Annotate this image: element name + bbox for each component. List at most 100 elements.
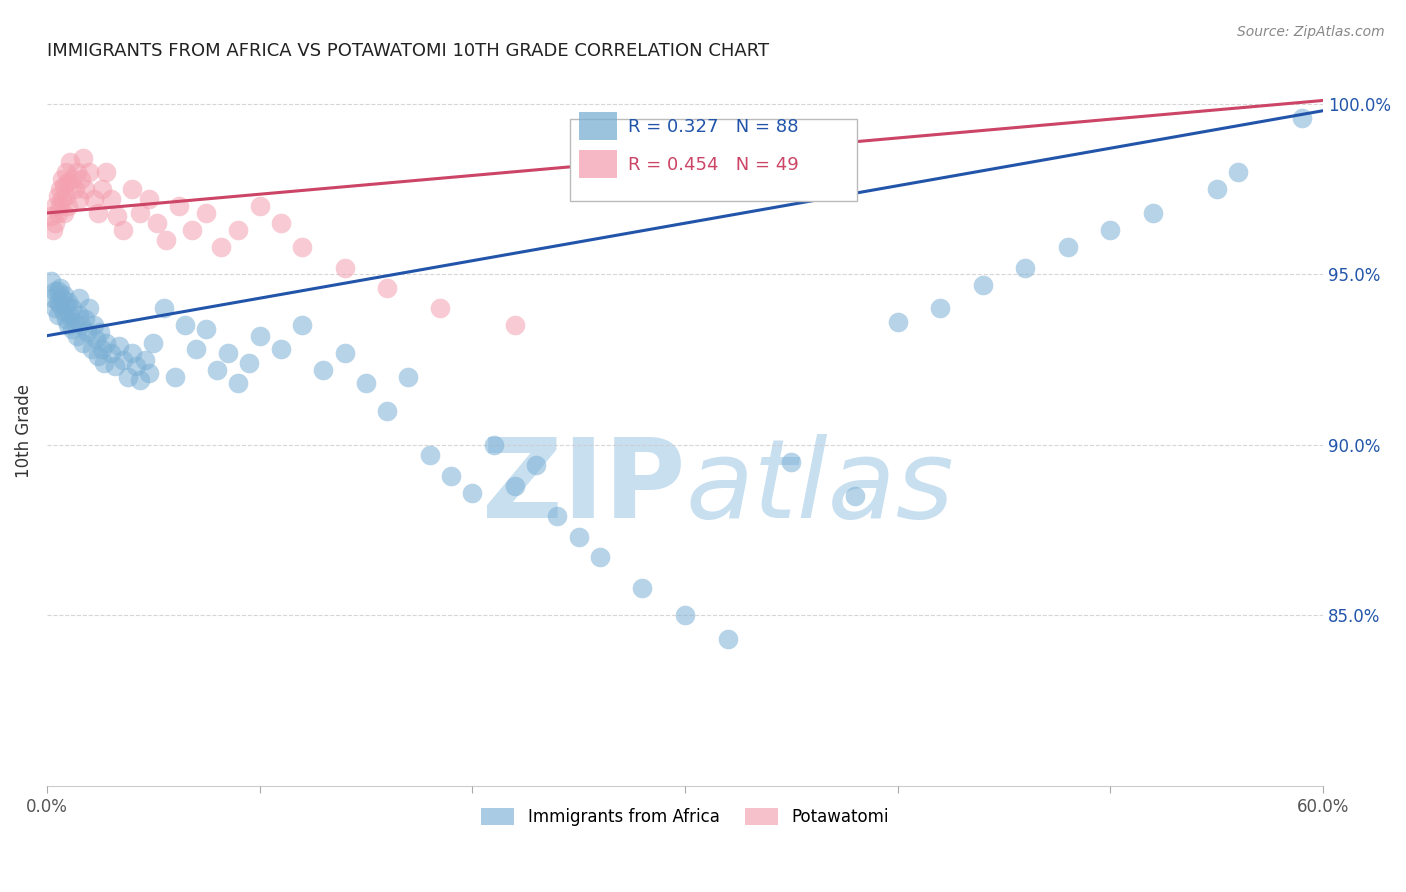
Point bbox=[56, 175, 79, 189]
Point bbox=[929, 301, 952, 316]
Point bbox=[52, 305, 75, 319]
Point bbox=[48, 199, 70, 213]
Point bbox=[55, 189, 77, 203]
Point bbox=[83, 318, 105, 333]
Point bbox=[56, 318, 79, 333]
Legend: Immigrants from Africa, Potawatomi: Immigrants from Africa, Potawatomi bbox=[472, 799, 897, 834]
Point bbox=[67, 308, 90, 322]
Point bbox=[75, 311, 97, 326]
Point bbox=[80, 343, 103, 357]
Point bbox=[66, 165, 89, 179]
Point bbox=[1291, 111, 1313, 125]
Point bbox=[129, 206, 152, 220]
Point bbox=[419, 448, 441, 462]
Point bbox=[96, 165, 118, 179]
Point bbox=[46, 206, 69, 220]
Point bbox=[76, 326, 98, 340]
Point bbox=[1227, 165, 1250, 179]
Point bbox=[87, 206, 110, 220]
Point bbox=[56, 294, 79, 309]
Point bbox=[228, 376, 250, 391]
Point bbox=[51, 291, 73, 305]
Point bbox=[39, 210, 62, 224]
Point bbox=[631, 581, 654, 595]
Point bbox=[163, 369, 186, 384]
Point bbox=[66, 328, 89, 343]
Point bbox=[333, 260, 356, 275]
Point bbox=[83, 192, 105, 206]
Point bbox=[79, 165, 101, 179]
Point bbox=[51, 192, 73, 206]
Point bbox=[121, 345, 143, 359]
Point bbox=[79, 301, 101, 316]
Point bbox=[886, 315, 908, 329]
Point bbox=[249, 199, 271, 213]
Point bbox=[72, 335, 94, 350]
Point bbox=[39, 274, 62, 288]
Point bbox=[546, 509, 568, 524]
Point bbox=[42, 291, 65, 305]
Point bbox=[844, 489, 866, 503]
Point bbox=[155, 233, 177, 247]
Point bbox=[333, 345, 356, 359]
Point bbox=[121, 182, 143, 196]
Point bbox=[62, 322, 84, 336]
Point bbox=[70, 318, 93, 333]
Point bbox=[1205, 182, 1227, 196]
Point bbox=[291, 318, 314, 333]
Point bbox=[184, 343, 207, 357]
Point bbox=[375, 403, 398, 417]
Point bbox=[55, 165, 77, 179]
Point bbox=[174, 318, 197, 333]
Point bbox=[112, 223, 135, 237]
Point bbox=[195, 206, 218, 220]
Point bbox=[44, 285, 66, 299]
Point bbox=[72, 152, 94, 166]
Point bbox=[46, 308, 69, 322]
Point bbox=[716, 632, 738, 647]
Point bbox=[249, 328, 271, 343]
Point bbox=[673, 608, 696, 623]
Point bbox=[1142, 206, 1164, 220]
Point bbox=[482, 438, 505, 452]
Point bbox=[52, 288, 75, 302]
Point bbox=[63, 182, 86, 196]
Point bbox=[93, 356, 115, 370]
Point bbox=[138, 192, 160, 206]
Point bbox=[398, 369, 420, 384]
Point bbox=[59, 308, 82, 322]
Point bbox=[55, 311, 77, 326]
Point bbox=[108, 339, 131, 353]
Point bbox=[1057, 240, 1080, 254]
Text: Source: ZipAtlas.com: Source: ZipAtlas.com bbox=[1237, 25, 1385, 39]
Point bbox=[48, 281, 70, 295]
Point bbox=[48, 182, 70, 196]
Text: R = 0.327   N = 88: R = 0.327 N = 88 bbox=[627, 118, 799, 136]
Point bbox=[91, 343, 114, 357]
Point bbox=[75, 182, 97, 196]
Point bbox=[96, 335, 118, 350]
Point bbox=[167, 199, 190, 213]
Text: IMMIGRANTS FROM AFRICA VS POTAWATOMI 10TH GRADE CORRELATION CHART: IMMIGRANTS FROM AFRICA VS POTAWATOMI 10T… bbox=[46, 42, 769, 60]
Point bbox=[42, 223, 65, 237]
Point bbox=[51, 172, 73, 186]
Point bbox=[205, 363, 228, 377]
Point bbox=[56, 199, 79, 213]
Text: atlas: atlas bbox=[685, 434, 953, 541]
FancyBboxPatch shape bbox=[579, 112, 617, 140]
Point bbox=[44, 199, 66, 213]
Point bbox=[354, 376, 377, 391]
FancyBboxPatch shape bbox=[579, 150, 617, 178]
Point bbox=[503, 479, 526, 493]
Point bbox=[63, 315, 86, 329]
Point bbox=[146, 216, 169, 230]
Point bbox=[84, 332, 107, 346]
Point bbox=[46, 189, 69, 203]
Point bbox=[180, 223, 202, 237]
Point bbox=[195, 322, 218, 336]
Point bbox=[217, 345, 239, 359]
Point bbox=[105, 210, 128, 224]
Point bbox=[67, 192, 90, 206]
Point bbox=[44, 216, 66, 230]
Point bbox=[87, 349, 110, 363]
